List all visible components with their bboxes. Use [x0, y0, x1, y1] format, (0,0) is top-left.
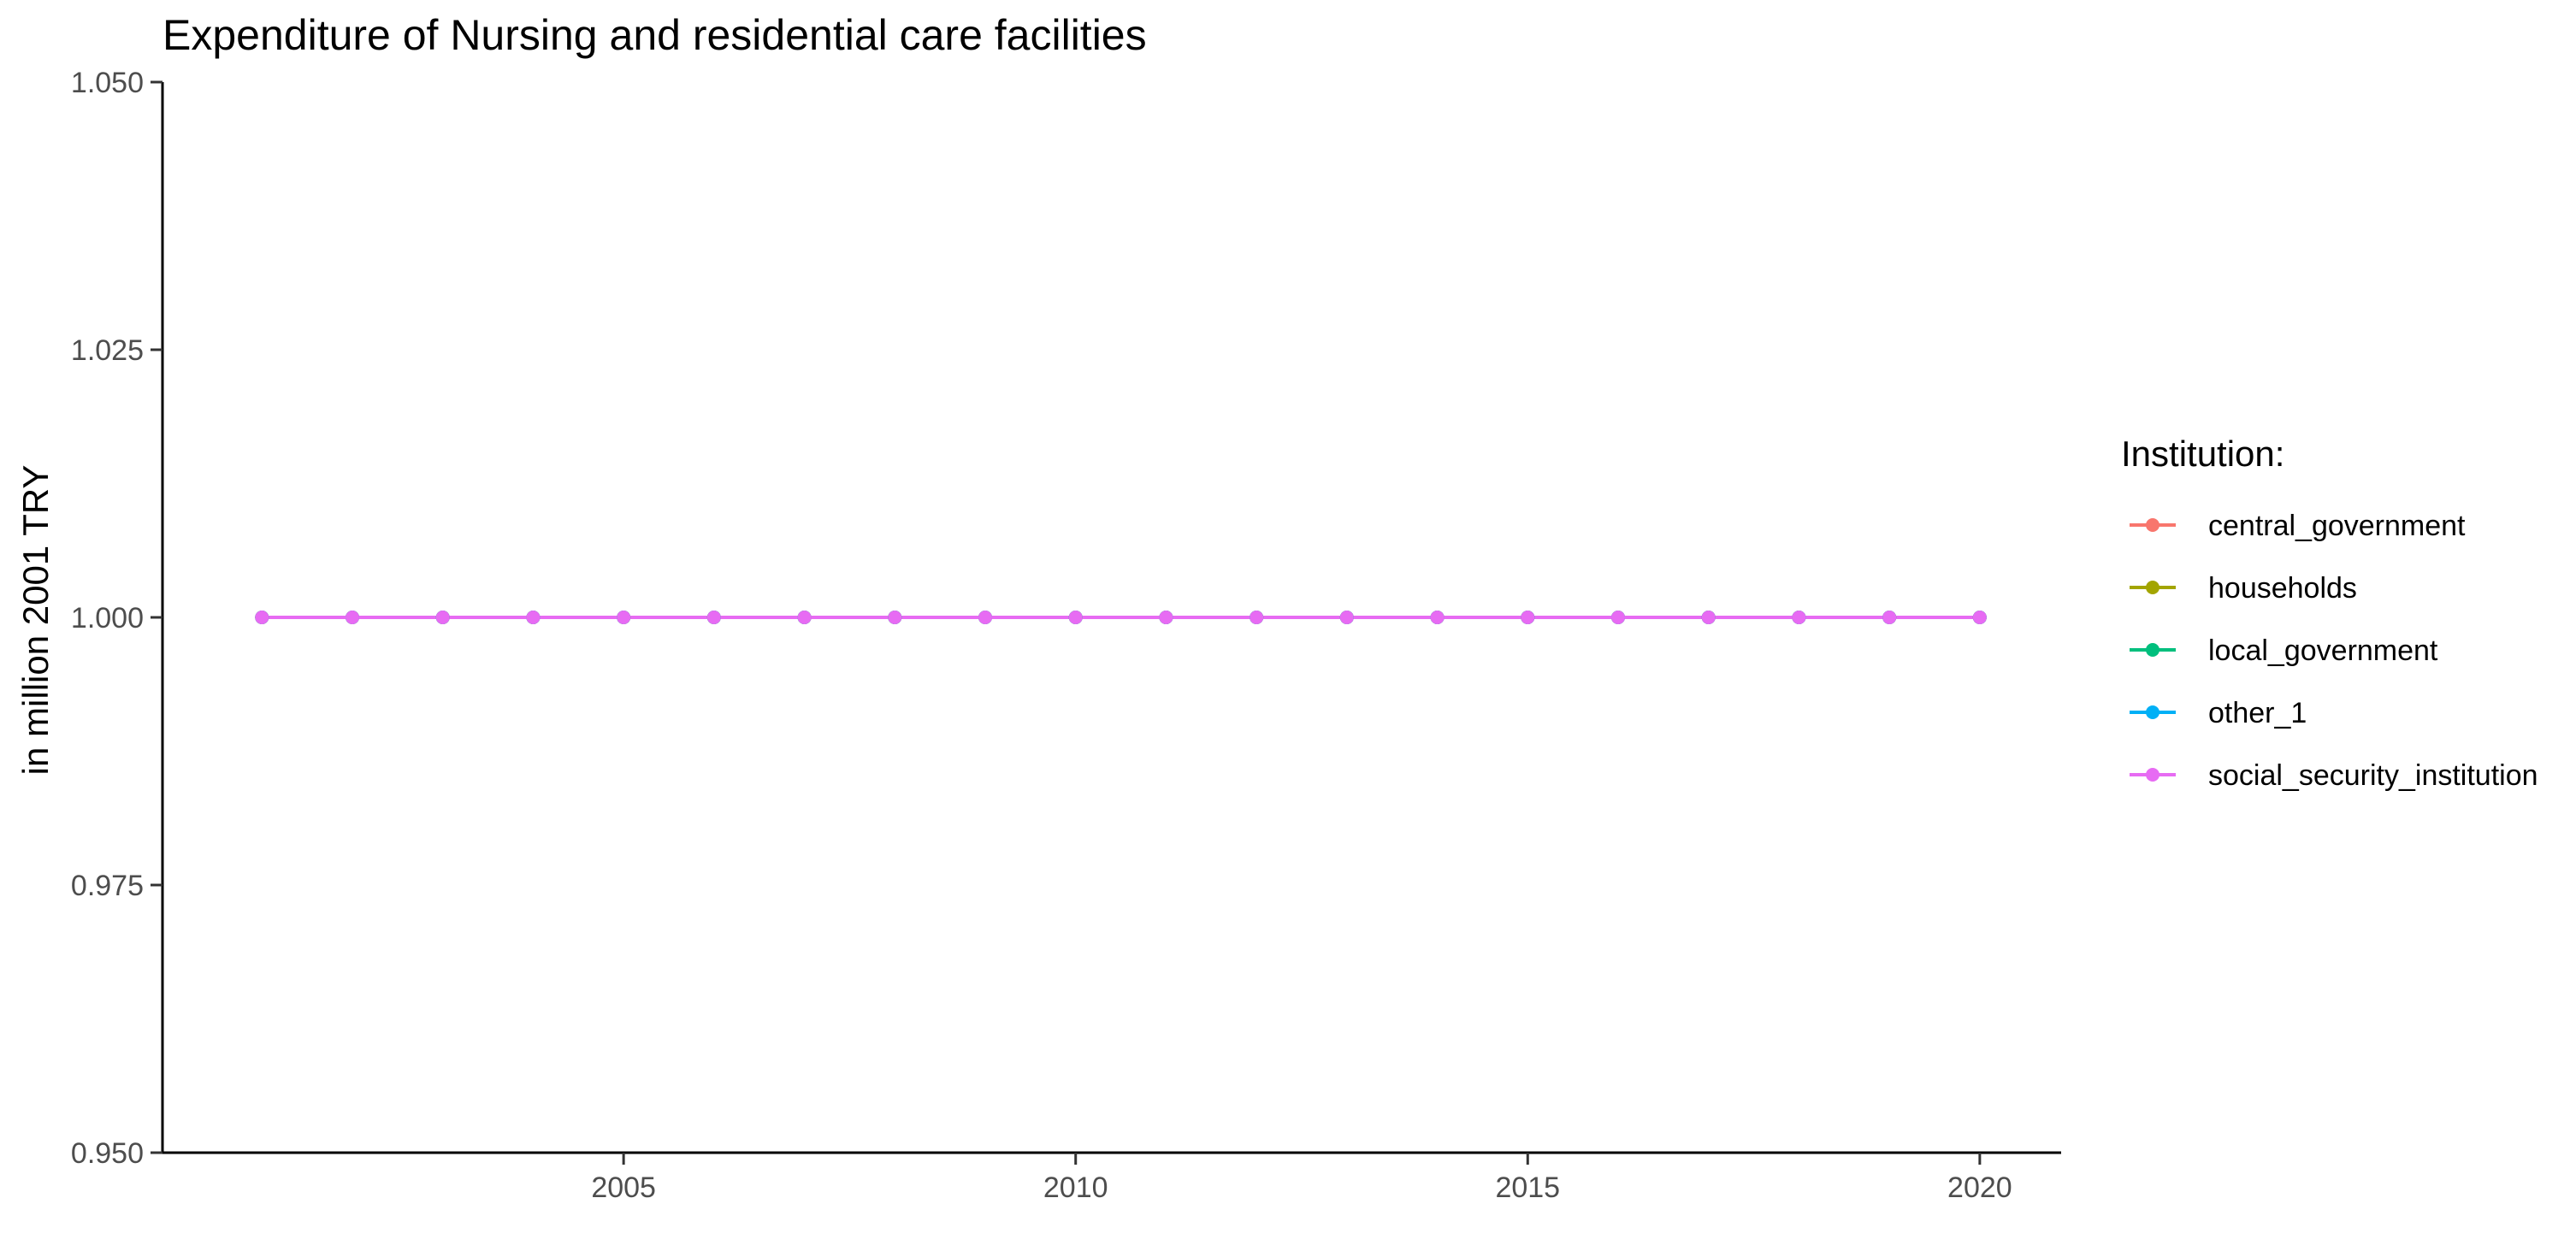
data-point-social_security_institution	[1430, 611, 1445, 624]
legend-marker-other_1	[2146, 705, 2159, 719]
legend-marker-households	[2146, 581, 2159, 594]
data-point-social_security_institution	[978, 611, 992, 624]
legend-label-social_security_institution: social_security_institution	[2208, 759, 2538, 792]
x-tick-label: 2010	[1043, 1171, 1108, 1204]
legend-marker-social_security_institution	[2146, 768, 2159, 782]
data-point-social_security_institution	[1250, 611, 1264, 624]
legend-label-households: households	[2208, 572, 2357, 605]
data-point-social_security_institution	[706, 611, 721, 624]
data-point-social_security_institution	[435, 611, 450, 624]
y-tick-label: 0.950	[71, 1137, 144, 1170]
y-tick-label: 1.000	[71, 602, 144, 634]
legend-label-central_government: central_government	[2208, 510, 2466, 542]
data-point-social_security_institution	[888, 611, 902, 624]
data-point-social_security_institution	[255, 611, 269, 624]
x-tick-label: 2020	[1947, 1171, 2012, 1204]
chart-title: Expenditure of Nursing and residential c…	[162, 11, 1147, 59]
legend-label-other_1: other_1	[2208, 697, 2307, 729]
data-point-social_security_institution	[1068, 611, 1083, 624]
data-point-social_security_institution	[1339, 611, 1354, 624]
y-tick-label: 0.975	[71, 870, 144, 902]
y-axis-label: in million 2001 TRY	[15, 465, 56, 776]
legend-marker-local_government	[2146, 643, 2159, 657]
data-point-social_security_institution	[1882, 611, 1897, 624]
legend-marker-central_government	[2146, 518, 2159, 532]
x-tick-label: 2005	[591, 1171, 656, 1204]
data-point-social_security_institution	[1972, 611, 1987, 624]
data-point-social_security_institution	[1792, 611, 1806, 624]
y-tick-label: 1.050	[71, 67, 144, 99]
data-point-social_security_institution	[526, 611, 541, 624]
data-point-social_security_institution	[1701, 611, 1716, 624]
data-point-social_security_institution	[617, 611, 631, 624]
data-point-social_security_institution	[1521, 611, 1535, 624]
legend-label-local_government: local_government	[2208, 634, 2438, 667]
data-point-social_security_institution	[797, 611, 812, 624]
data-point-social_security_institution	[1611, 611, 1625, 624]
plot-area: 0.950 0.975 1.000 1.025 1.050 2005 2010 2015 202…	[71, 67, 2061, 1204]
data-point-social_security_institution	[1159, 611, 1173, 624]
x-tick-label: 2015	[1495, 1171, 1560, 1204]
y-tick-label: 1.025	[71, 334, 144, 367]
legend-title: Institution:	[2121, 434, 2284, 474]
data-point-social_security_institution	[346, 611, 359, 624]
legend: Institution: central_government household…	[2121, 434, 2538, 792]
